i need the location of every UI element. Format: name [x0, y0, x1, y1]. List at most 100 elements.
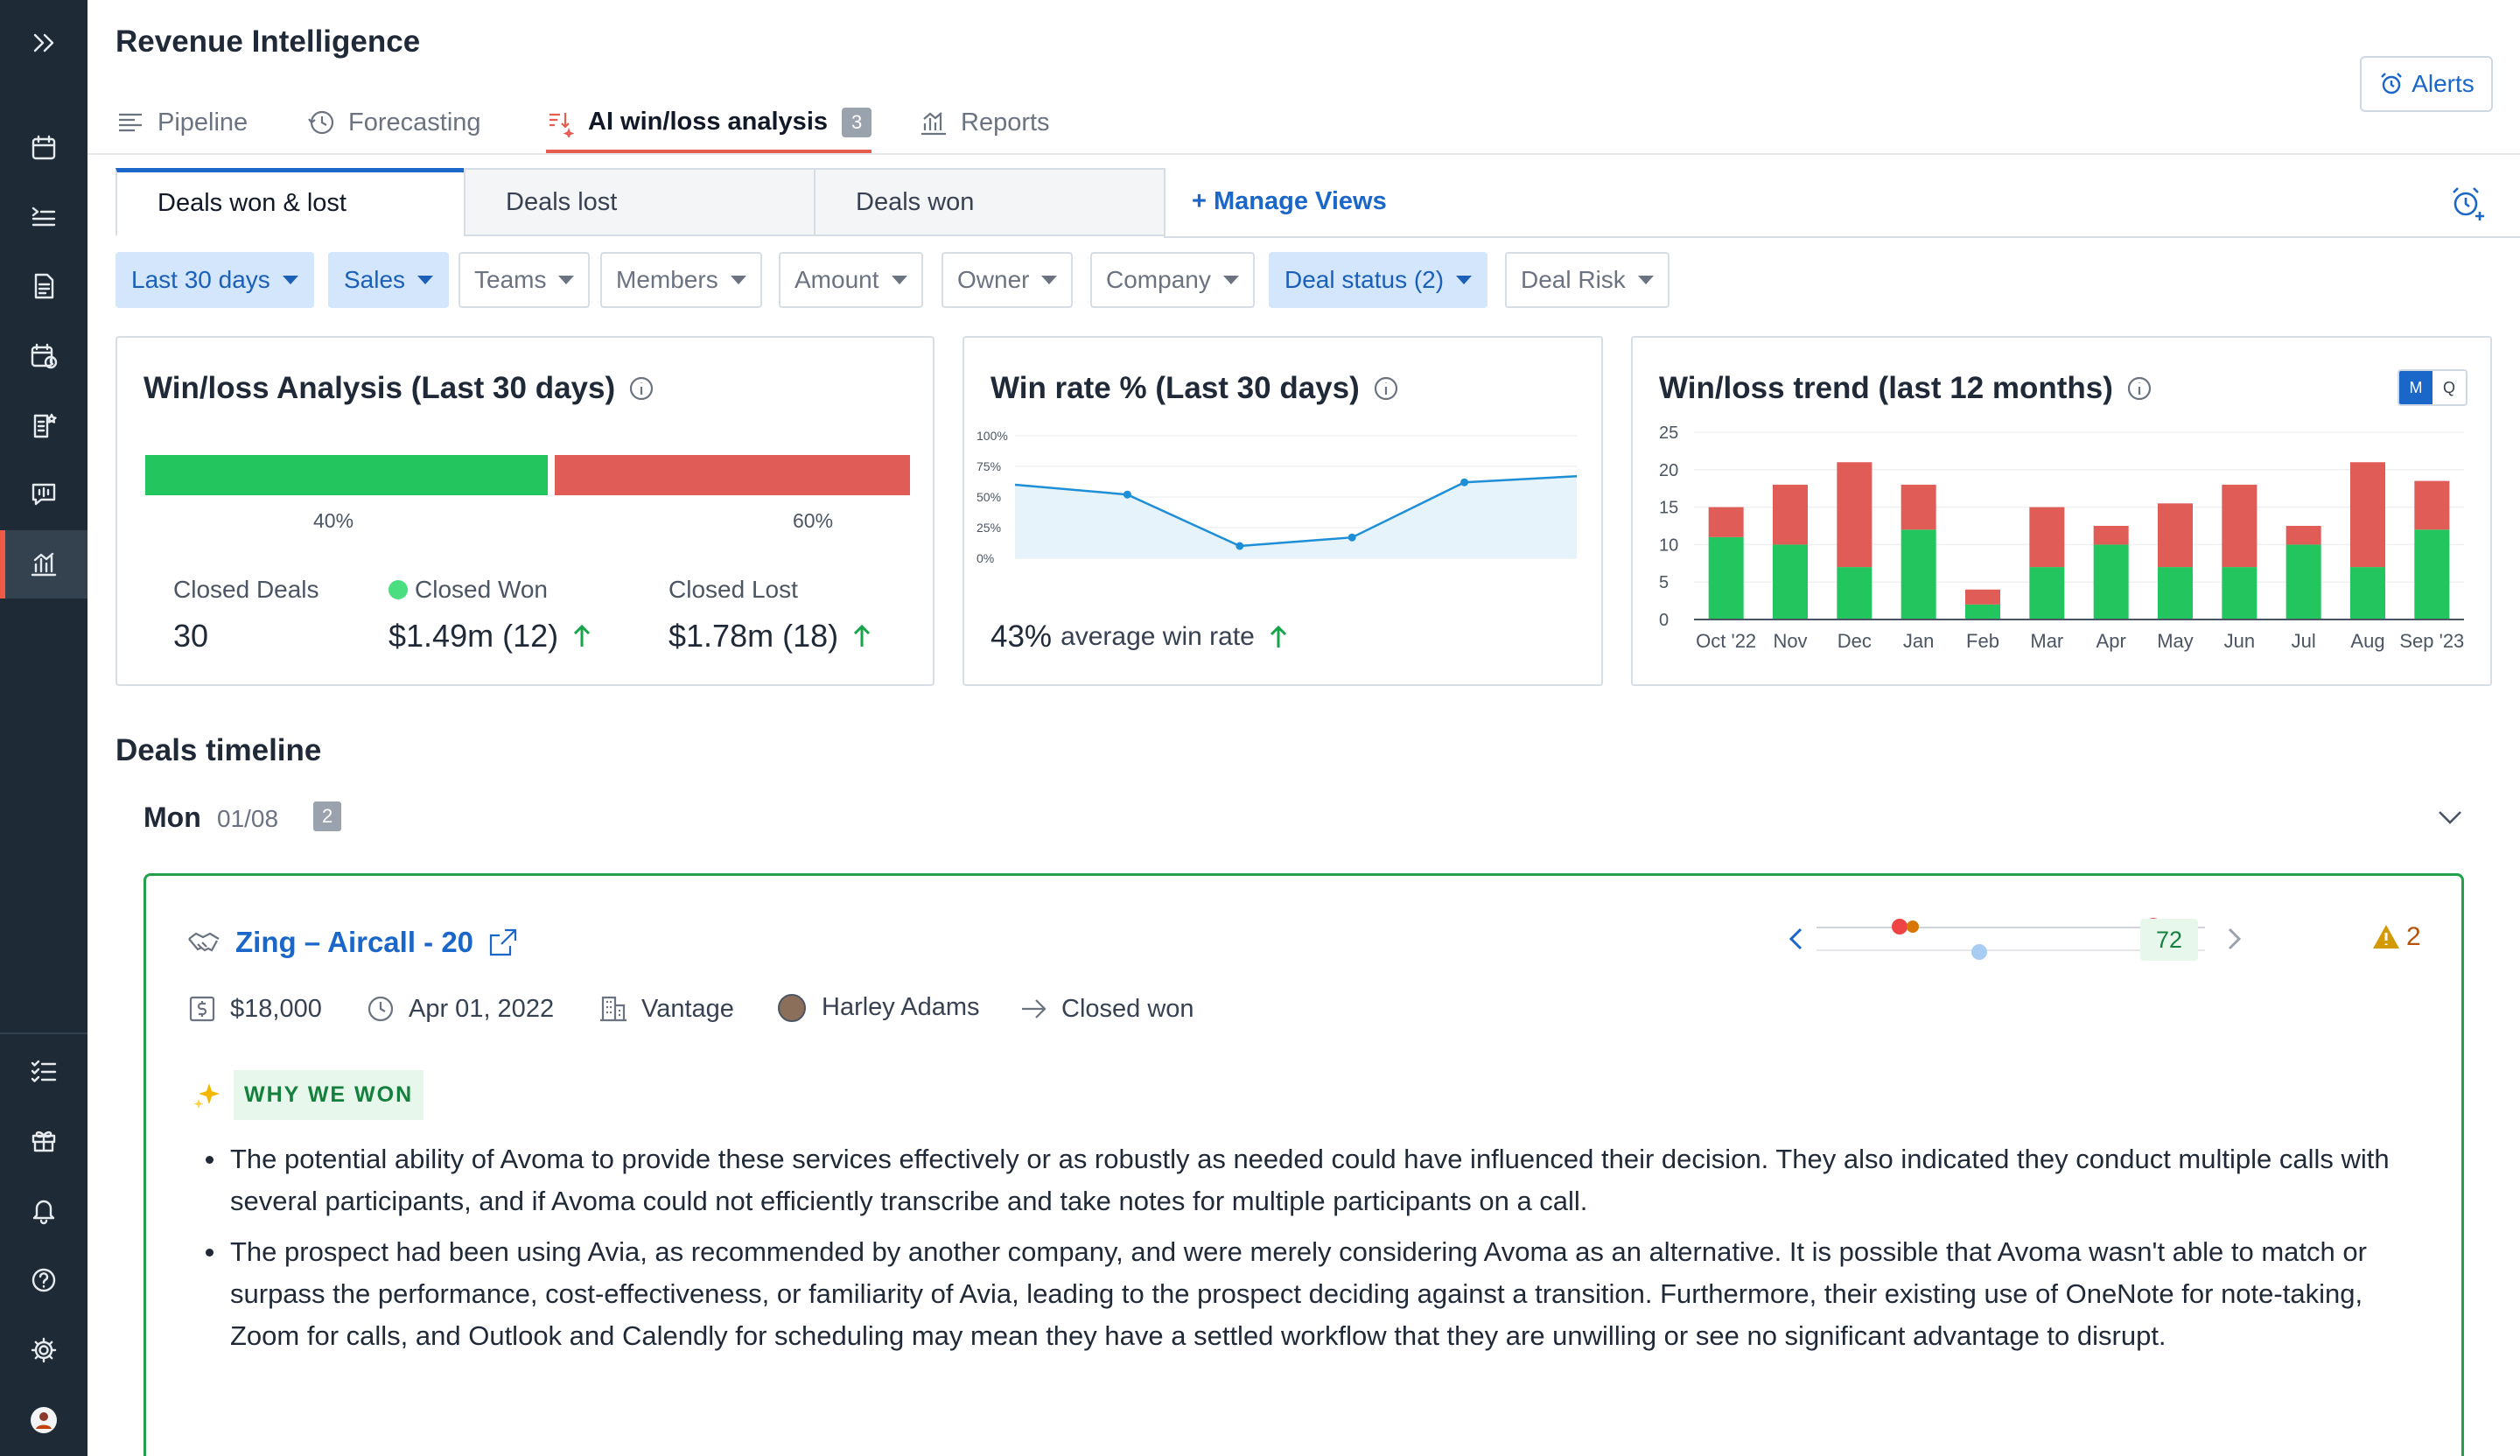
activity-dot[interactable] [1971, 944, 1987, 960]
view-tabs-divider [1164, 236, 2520, 238]
activity-dot[interactable] [1907, 920, 1919, 933]
deal-owner-value: Harley Adams [822, 993, 980, 1021]
x-tick-label: May [2157, 630, 2194, 652]
calendar-icon[interactable] [0, 114, 88, 182]
filter-deal-status[interactable]: Deal status (2) [1269, 252, 1488, 308]
money-icon [189, 996, 215, 1022]
tab-reports[interactable]: Reports [919, 94, 1050, 150]
filter-date-range[interactable]: Last 30 days [116, 252, 314, 308]
scorecard-icon[interactable] [0, 392, 88, 460]
lost-bar [2414, 480, 2450, 530]
view-tab-deals-won-lost[interactable]: Deals won & lost [116, 168, 466, 236]
caret-down-icon [1041, 276, 1058, 284]
bell-icon[interactable] [0, 1176, 88, 1244]
chevron-down-icon[interactable] [2431, 798, 2469, 836]
tab-forecasting[interactable]: Forecasting [306, 94, 481, 150]
tab-pipeline[interactable]: Pipeline [116, 94, 248, 150]
ai-sort-icon [550, 112, 575, 137]
caret-down-icon [730, 276, 746, 284]
filter-teams[interactable]: Teams [458, 252, 591, 308]
won-bar [2286, 544, 2321, 620]
filter-label: Sales [344, 266, 406, 293]
lost-bar [2286, 526, 2321, 545]
filter-amount[interactable]: Amount [779, 252, 923, 308]
tab-ai-win-loss-analysis[interactable]: AI win/loss analysis 3 [546, 94, 872, 154]
filter-members[interactable]: Members [600, 252, 762, 308]
activity-dot[interactable] [1892, 919, 1908, 934]
toggle-quarterly[interactable]: Q [2432, 371, 2466, 404]
next-activity-arrow[interactable] [2219, 924, 2249, 954]
meetings-list-icon[interactable] [0, 182, 88, 250]
tab-count-badge: 3 [842, 107, 872, 137]
tab-label: AI win/loss analysis [588, 108, 828, 136]
sidebar [0, 0, 88, 1456]
closed-deals-label: Closed Deals [173, 576, 319, 603]
view-tab-label: Deals won [856, 187, 975, 216]
period-toggle[interactable]: M Q [2398, 369, 2468, 406]
y-tick-label: 0% [976, 551, 994, 565]
alerts-button[interactable]: Alerts [2360, 56, 2493, 112]
average-win-rate-value: 43% [990, 620, 1053, 654]
filter-sales[interactable]: Sales [328, 252, 450, 308]
gift-icon[interactable] [0, 1106, 88, 1174]
arrow-up-icon [570, 622, 593, 650]
header-divider [88, 153, 2520, 155]
sparkle-icon [193, 1082, 220, 1109]
deal-risk-count: 2 [2406, 922, 2421, 951]
y-tick-label: 10 [1659, 536, 1678, 555]
deal-title[interactable]: Zing – Aircall - 20 [186, 925, 521, 960]
tasks-icon[interactable] [0, 1036, 88, 1104]
expand-sidebar-icon[interactable] [0, 9, 88, 77]
won-bar [1837, 567, 1872, 620]
lost-bar [2029, 507, 2065, 568]
add-alert-icon[interactable] [2446, 182, 2488, 224]
filter-deal-risk[interactable]: Deal Risk [1505, 252, 1670, 308]
external-link-icon[interactable] [486, 925, 521, 960]
sidebar-divider [0, 1032, 88, 1034]
tab-label: Pipeline [158, 108, 248, 136]
filter-company[interactable]: Company [1090, 252, 1255, 308]
won-bar [1965, 604, 2000, 620]
reason-item: The potential ability of Avoma to provid… [195, 1138, 2435, 1222]
filter-owner[interactable]: Owner [942, 252, 1074, 308]
view-tab-deals-won[interactable]: Deals won [814, 168, 1166, 236]
info-icon[interactable] [2125, 374, 2153, 402]
x-tick-label: Mar [2030, 630, 2063, 652]
revenue-intelligence-icon[interactable] [0, 530, 88, 598]
caret-down-icon [1456, 276, 1473, 284]
deal-date-value: Apr 01, 2022 [409, 994, 555, 1023]
win-rate-point [1348, 533, 1356, 542]
view-tab-deals-lost[interactable]: Deals lost [464, 168, 816, 236]
help-icon[interactable] [0, 1246, 88, 1314]
info-icon[interactable] [627, 374, 655, 402]
caret-down-icon [417, 276, 434, 284]
notes-icon[interactable] [0, 252, 88, 320]
lost-bar [2158, 503, 2193, 568]
timeline-day-label: Mon [144, 802, 201, 833]
deal-score-badge: 72 [2140, 919, 2198, 961]
won-dot-icon [388, 580, 408, 599]
info-icon[interactable] [1372, 374, 1400, 402]
toggle-monthly[interactable]: M [2399, 371, 2432, 404]
win-loss-trend-card: Win/loss trend (last 12 months) M Q 25 20… [1631, 336, 2492, 686]
manage-views-link[interactable]: + Manage Views [1192, 187, 1387, 215]
previous-activity-arrow[interactable] [1782, 924, 1811, 954]
user-avatar[interactable] [0, 1386, 88, 1454]
alerts-label: Alerts [2412, 70, 2474, 97]
average-win-rate-label: average win rate [1060, 622, 1255, 651]
card-title: Win/loss Analysis (Last 30 days) [144, 371, 655, 406]
x-tick-label: Sep '23 [2399, 630, 2464, 652]
closed-won-value: $1.49m (12) [388, 618, 593, 654]
x-tick-label: Feb [1966, 630, 1999, 652]
y-tick-label: 100% [976, 429, 1008, 443]
settings-gear-icon[interactable] [0, 1316, 88, 1384]
deal-risk-warning[interactable]: 2 [2371, 922, 2421, 952]
deal-close-date: Apr 01, 2022 [365, 993, 554, 1025]
schedule-icon[interactable] [0, 322, 88, 390]
won-bar [2158, 567, 2193, 620]
view-tab-label: Deals lost [506, 187, 618, 216]
conversations-icon[interactable] [0, 460, 88, 528]
why-we-won-header: WHY WE WON [192, 1070, 424, 1120]
deal-title-text[interactable]: Zing – Aircall - 20 [235, 926, 474, 958]
closed-deals-value: 30 [173, 618, 209, 654]
